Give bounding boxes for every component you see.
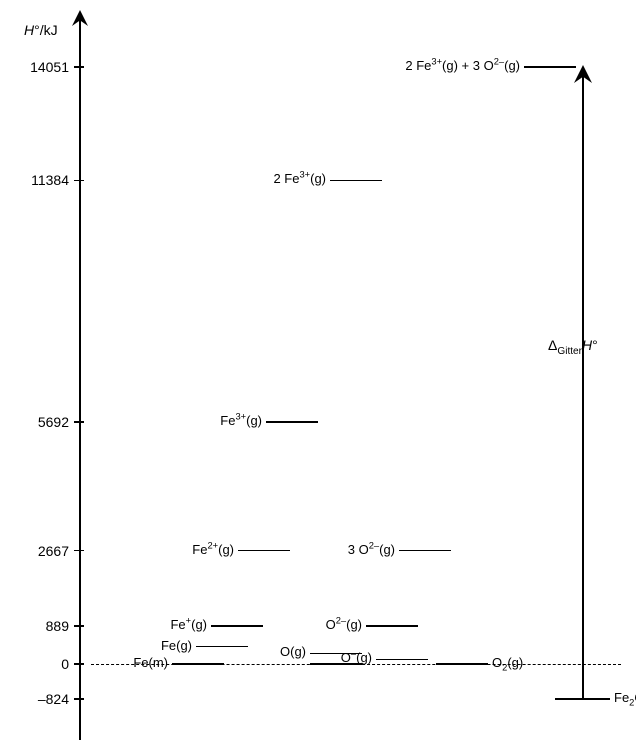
energy-level-line: [376, 659, 428, 661]
energy-level-line: [172, 663, 224, 665]
lattice-energy-arrow-shaft: [582, 71, 584, 699]
energy-level-line: [196, 646, 248, 648]
axis-tick: [74, 663, 84, 665]
axis-tick-label: 11384: [9, 172, 69, 188]
energy-level-label: Fe+(g): [170, 617, 207, 632]
axis-tick-label: 0: [9, 656, 69, 672]
y-axis-title: H°/kJ: [24, 22, 58, 38]
axis-arrowhead: [72, 10, 88, 26]
energy-level-label: Fe(m): [133, 655, 168, 670]
axis-tick-label: 2667: [9, 543, 69, 559]
axis-tick: [74, 550, 84, 552]
energy-level-line: [366, 625, 418, 627]
axis-tick-label: 889: [9, 618, 69, 634]
axis-tick-label: 5692: [9, 414, 69, 430]
y-axis-line: [79, 18, 81, 740]
energy-level-line: [436, 663, 488, 665]
lattice-energy-label: ΔGitterH°: [548, 337, 598, 353]
axis-tick: [74, 698, 84, 700]
energy-level-line: [399, 550, 451, 552]
axis-tick: [74, 421, 84, 423]
axis-tick-label: –824: [9, 691, 69, 707]
axis-tick-label: 14051: [9, 59, 69, 75]
energy-level-line: [238, 550, 290, 552]
axis-tick: [74, 625, 84, 627]
energy-level-label: O2–(g): [326, 617, 362, 632]
energy-level-label: 2 Fe3+(g) + 3 O2–(g): [405, 58, 520, 73]
energy-level-line: [310, 663, 362, 665]
lattice-energy-arrowhead: [574, 65, 592, 83]
energy-level-line: [524, 66, 576, 68]
energy-level-label: Fe2O3(s): [614, 690, 636, 705]
energy-level-label: Fe2+(g): [192, 542, 234, 557]
energy-level-label: Fe3+(g): [220, 413, 262, 428]
energy-level-label: O(g): [280, 644, 306, 659]
energy-level-label: 2 Fe3+(g): [273, 171, 326, 186]
energy-level-diagram: H°/kJ 14051 11384 5692 2667 889 0 –824 2 Fe3+(g)…: [0, 0, 636, 747]
energy-level-label: 3 O2–(g): [348, 542, 395, 557]
energy-level-label: O2(g): [492, 655, 523, 670]
energy-level-line: [330, 180, 382, 182]
axis-tick: [74, 66, 84, 68]
energy-level-line: [266, 421, 318, 423]
energy-level-line: [211, 625, 263, 627]
axis-tick: [74, 180, 84, 182]
energy-level-label: Fe(g): [161, 638, 192, 653]
